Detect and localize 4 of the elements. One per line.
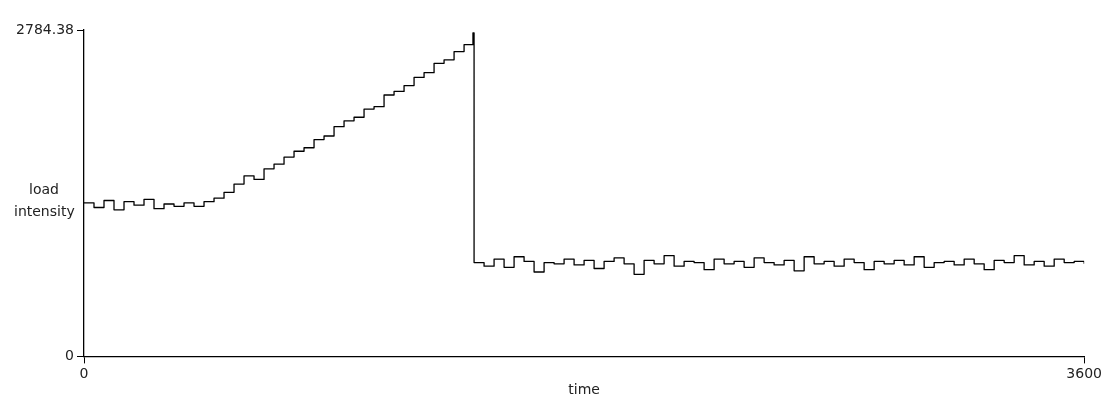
x-axis-title: time — [568, 381, 600, 398]
y-axis-title: load intensity — [14, 180, 75, 221]
y-tick-label: 2784.38 — [16, 20, 74, 37]
x-tick-label: 3600 — [1066, 365, 1103, 382]
